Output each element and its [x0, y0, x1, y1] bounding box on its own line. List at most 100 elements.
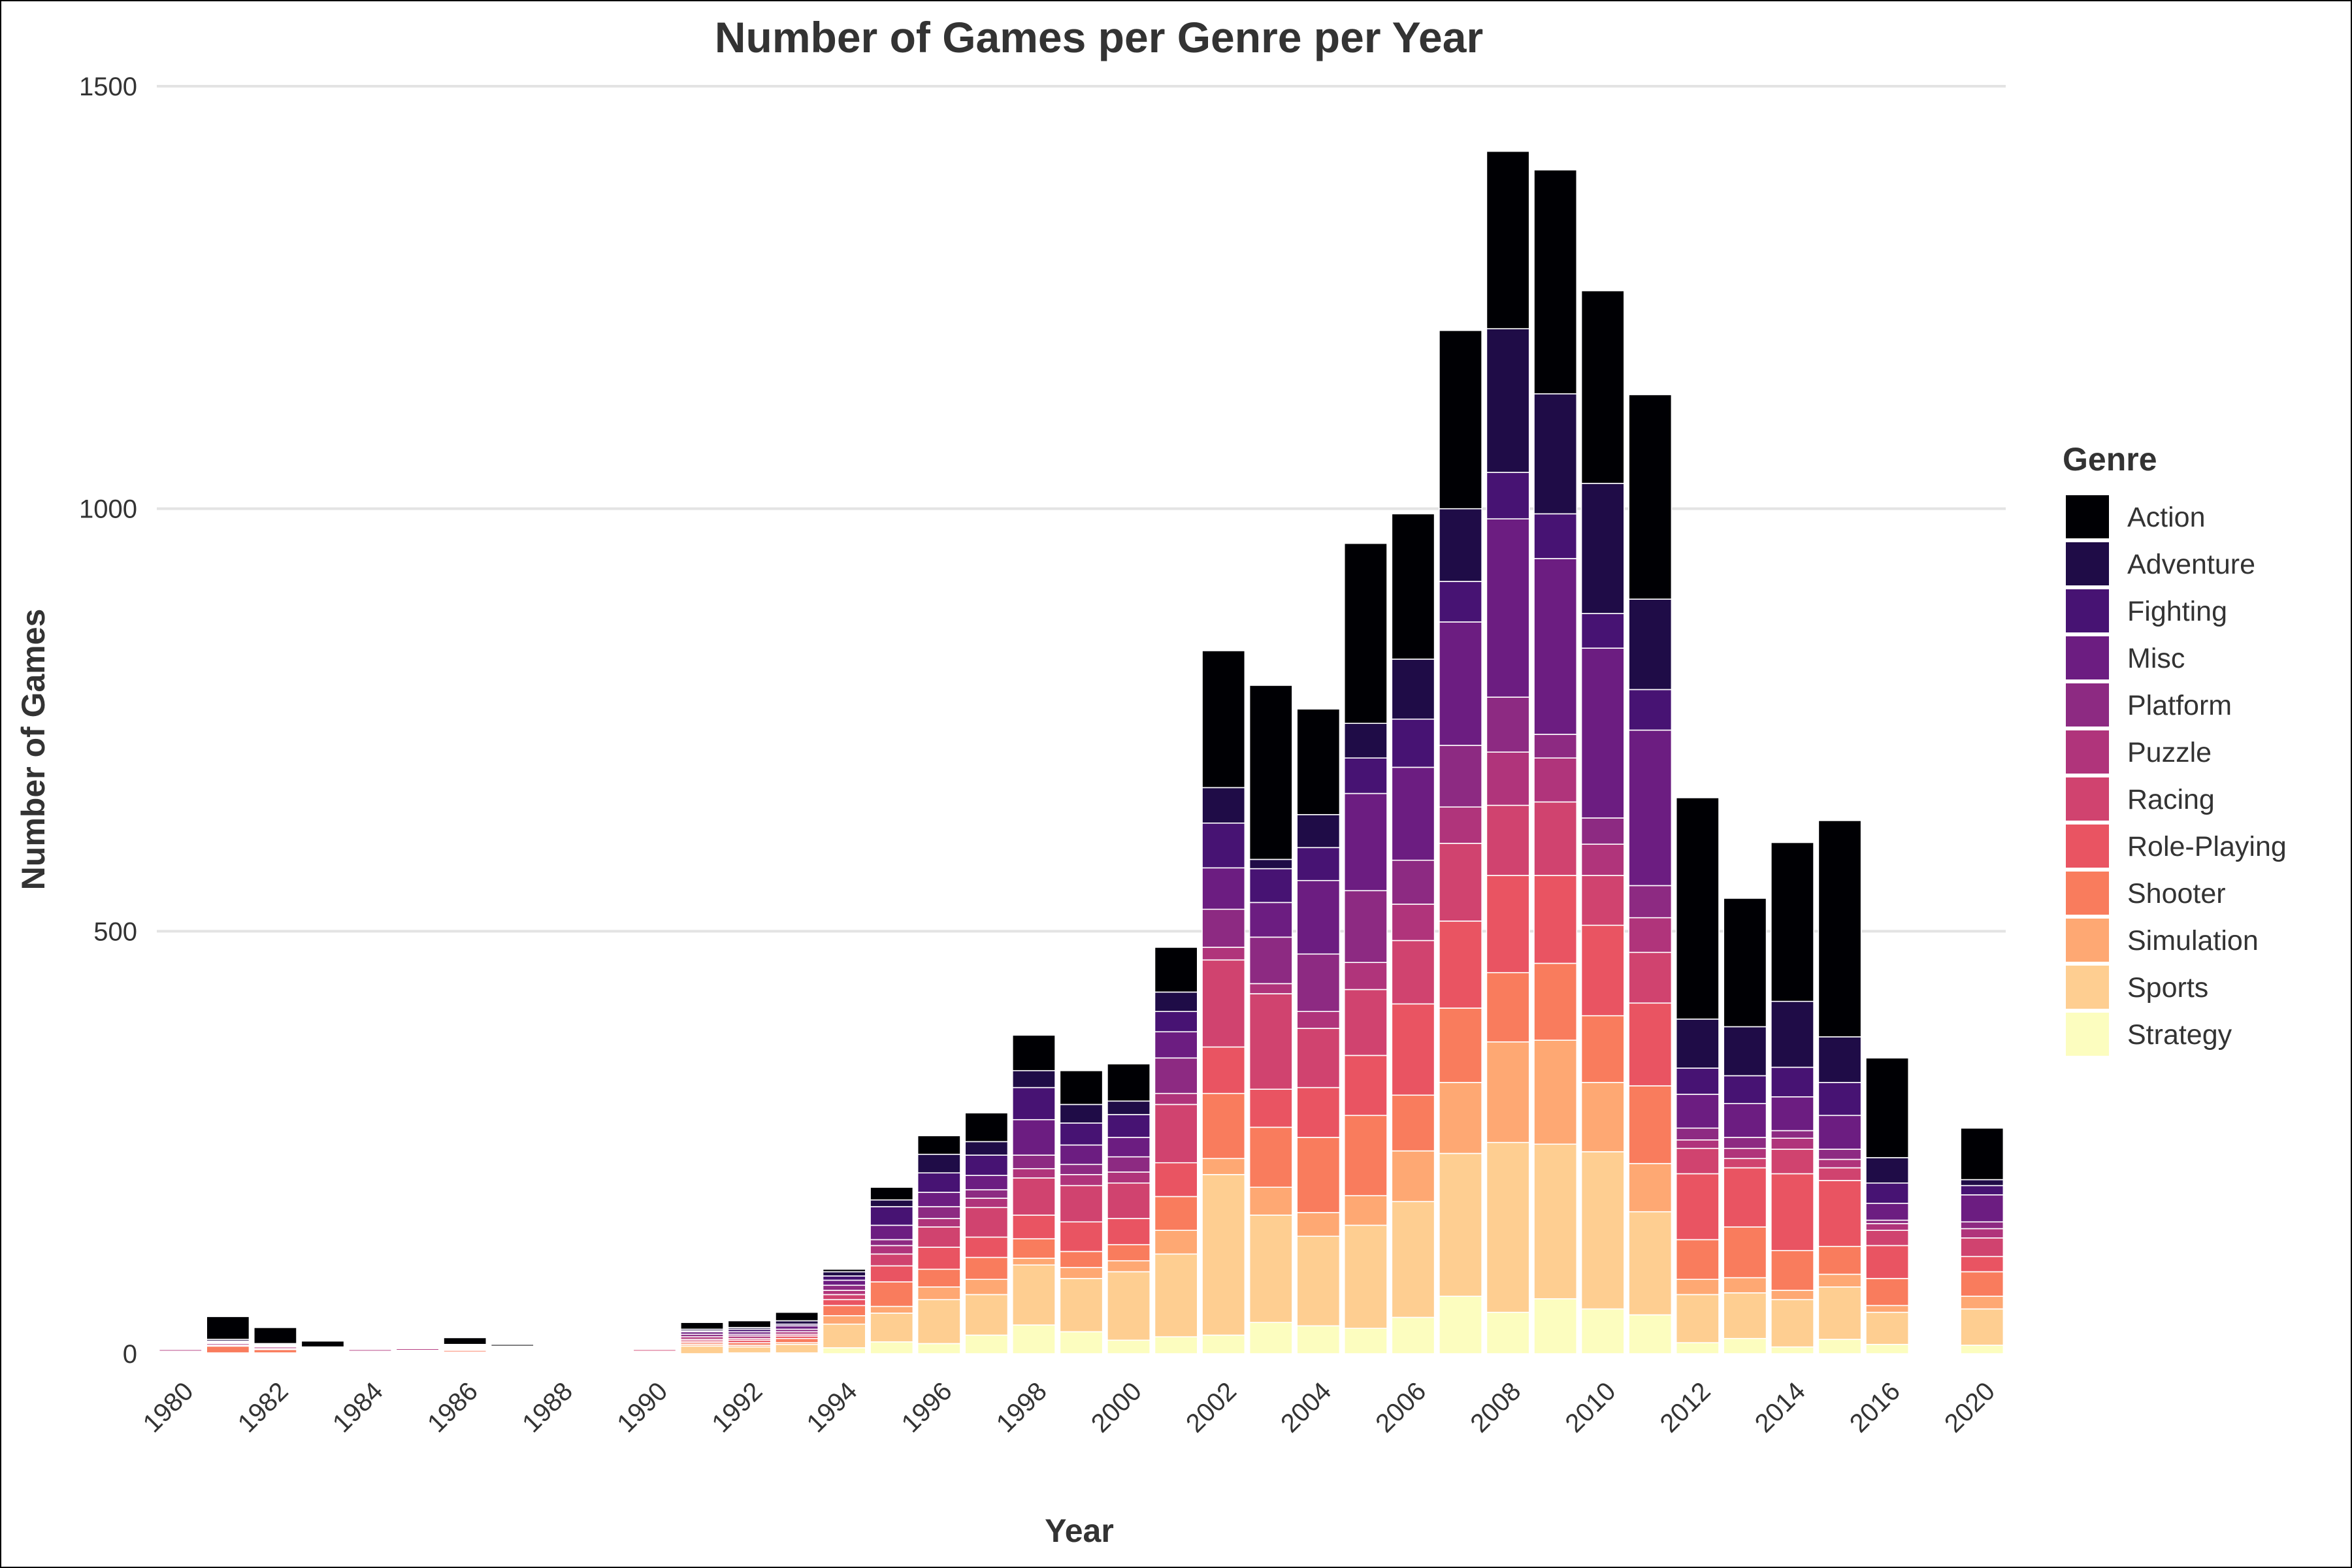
legend-label: Sports	[2127, 972, 2208, 1004]
bar-segment	[1154, 1196, 1198, 1231]
bar-segment	[1533, 734, 1578, 759]
bar-segment	[1343, 1115, 1388, 1196]
bar-segment	[1486, 472, 1530, 519]
bar-segment	[1059, 1103, 1103, 1124]
bar-segment	[1675, 1294, 1720, 1343]
legend-item: Shooter	[2066, 872, 2226, 915]
bar-segment	[1154, 1011, 1198, 1033]
bar-segment	[917, 1299, 961, 1345]
bar-segment	[1201, 1334, 1246, 1354]
bar-segment	[1865, 1278, 1910, 1307]
bar-segment	[1201, 822, 1246, 869]
legend-swatch	[2066, 777, 2109, 821]
bar-segment	[1723, 1277, 1767, 1294]
y-tick-label: 0	[123, 1340, 137, 1369]
bar-segment	[1249, 993, 1293, 1090]
bar-segment	[1011, 1070, 1056, 1088]
bar-segment	[1771, 1137, 1814, 1150]
legend-swatch	[2066, 636, 2109, 679]
bar-segment	[1439, 1082, 1482, 1154]
bar-segment	[1580, 647, 1625, 819]
bar-segment	[1533, 1143, 1578, 1299]
x-tick-label: 1980	[138, 1377, 199, 1438]
bar-segment	[1960, 1127, 2004, 1181]
bar-segment	[1011, 1264, 1056, 1326]
bar-segment	[1865, 1245, 1910, 1279]
bar-segment	[1960, 1221, 2004, 1230]
bar-segment	[1723, 1075, 1767, 1104]
bar-segment	[1818, 1339, 1862, 1354]
bar-segment	[1391, 859, 1435, 905]
bar-stack	[158, 1347, 203, 1354]
bar-segment	[870, 1265, 914, 1282]
legend-item: Platform	[2066, 683, 2232, 727]
bar-stack	[1343, 542, 1388, 1354]
bar-stack	[348, 1348, 392, 1354]
bar-segment	[1486, 804, 1530, 876]
bar-stack	[964, 1112, 1009, 1354]
bar-segment	[1580, 1308, 1625, 1354]
bar-segment	[1296, 1011, 1341, 1029]
bar-stack	[490, 1343, 534, 1354]
bar-segment	[1818, 1245, 1862, 1275]
bar-segment	[917, 1153, 961, 1174]
bar-segment	[727, 1320, 772, 1328]
bar-segment	[1059, 1184, 1103, 1223]
bar-segment	[1107, 1156, 1151, 1173]
bar-segment	[964, 1236, 1009, 1258]
bar-segment	[1723, 1158, 1767, 1169]
bar-segment	[1723, 898, 1767, 1028]
bar-segment	[1154, 991, 1198, 1013]
bar-segment	[1059, 1221, 1103, 1252]
bar-segment	[1580, 613, 1625, 649]
bar-segment	[1628, 885, 1673, 919]
legend-item: Fighting	[2066, 589, 2227, 632]
bar-segment	[1628, 1314, 1673, 1354]
bar-segment	[1059, 1070, 1103, 1105]
bar-segment	[1439, 1007, 1482, 1083]
bar-segment	[1201, 787, 1246, 824]
bar-segment	[1486, 1311, 1530, 1354]
bar-stack	[680, 1322, 724, 1354]
bar-segment	[1107, 1137, 1151, 1158]
bar-segment	[1533, 169, 1578, 395]
bar-segment	[1391, 904, 1435, 941]
bar-segment	[1059, 1331, 1103, 1354]
bar-segment	[1628, 729, 1673, 887]
bar-segment	[964, 1175, 1009, 1190]
bar-segment	[1865, 1311, 1910, 1345]
bar-segment	[1533, 1298, 1578, 1354]
bar-stack	[395, 1346, 440, 1354]
bar-segment	[1391, 1316, 1435, 1354]
bar-segment	[822, 1315, 866, 1325]
bar-segment	[1960, 1194, 2004, 1223]
bar-stack	[443, 1337, 487, 1354]
bar-segment	[1107, 1218, 1151, 1245]
bar-segment	[1533, 1039, 1578, 1145]
bar-segment	[1249, 936, 1293, 985]
bar-segment	[822, 1268, 866, 1273]
bar-segment	[1011, 1258, 1056, 1266]
legend-label: Puzzle	[2127, 737, 2212, 768]
bar-segment	[1628, 689, 1673, 731]
bar-segment	[1960, 1256, 2004, 1273]
bar-segment	[1011, 1215, 1056, 1239]
bar-segment	[1201, 1174, 1246, 1336]
bar-segment	[1296, 708, 1341, 815]
bar-segment	[1486, 972, 1530, 1043]
bar-segment	[1011, 1154, 1056, 1169]
bar-segment	[1343, 1195, 1388, 1226]
bar-segment	[822, 1284, 866, 1291]
bar-segment	[1580, 843, 1625, 876]
bar-segment	[822, 1290, 866, 1296]
legend-title: Genre	[2063, 441, 2157, 478]
legend-label: Racing	[2127, 784, 2215, 815]
bar-segment	[1249, 1088, 1293, 1128]
bar-stack	[1296, 708, 1341, 1354]
x-tick-label: 2006	[1370, 1377, 1431, 1438]
bar-segment	[206, 1345, 250, 1354]
bar-segment	[870, 1224, 914, 1241]
bar-segment	[1296, 1235, 1341, 1327]
bar-segment	[870, 1206, 914, 1226]
